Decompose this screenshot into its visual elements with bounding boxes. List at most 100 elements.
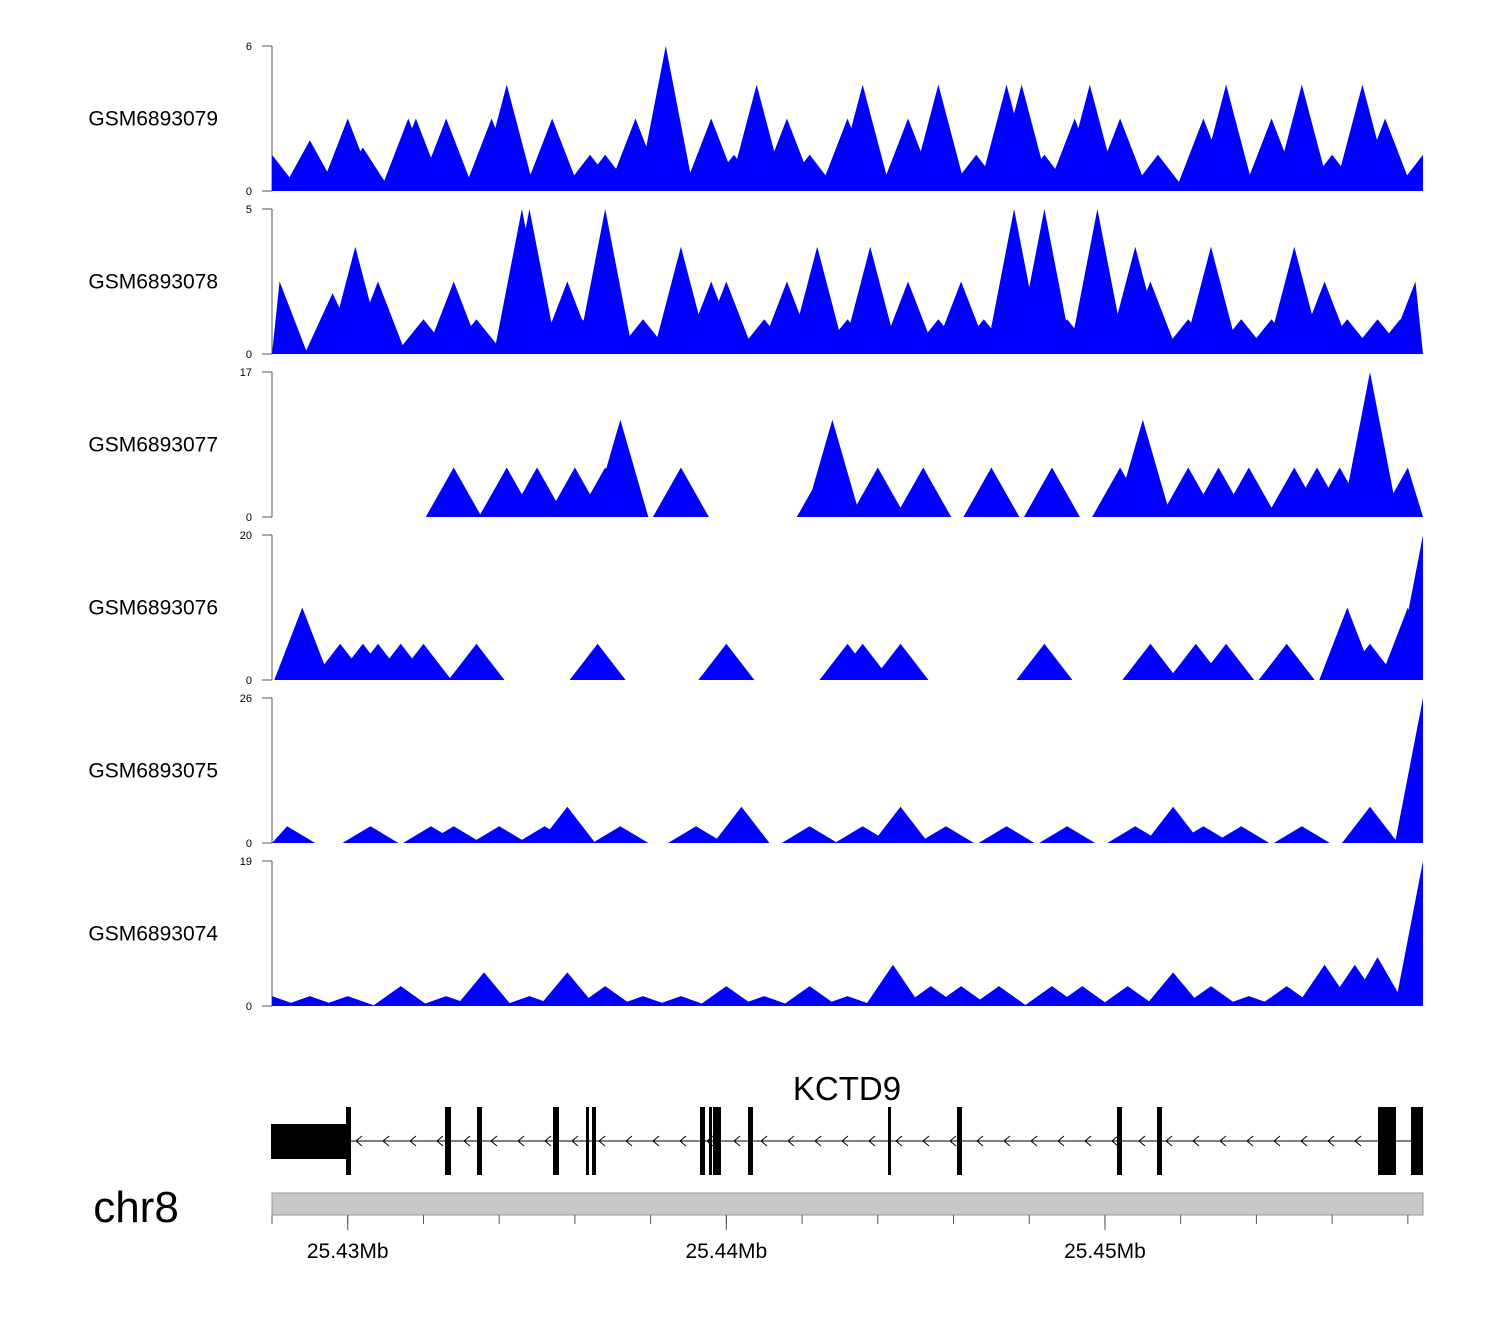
exon-block: [700, 1107, 705, 1175]
track-label: GSM6893077: [88, 434, 218, 457]
strand-arrow-icon: [760, 1135, 768, 1147]
strand-arrow-icon: [571, 1135, 579, 1147]
coverage-peak: [1395, 698, 1423, 843]
coverage-peak: [1069, 209, 1126, 354]
coverage-peak: [872, 643, 929, 680]
strand-arrow-icon: [436, 1135, 444, 1147]
coverage-peak: [1387, 281, 1423, 354]
exon-block: [888, 1107, 891, 1175]
strand-arrow-icon: [355, 1135, 363, 1147]
coverage-peak: [652, 467, 709, 517]
exon-block: [592, 1107, 596, 1175]
coverage-peak: [418, 118, 475, 191]
coverage-peak: [933, 986, 990, 1006]
coverage-peak: [539, 972, 596, 1006]
track-label: GSM6893076: [88, 597, 218, 620]
coverage-peak: [350, 281, 407, 354]
coverage-peak: [1145, 806, 1202, 843]
coverage-peak: [698, 281, 755, 354]
coverage-peak: [781, 986, 838, 1006]
coverage-peak: [1357, 118, 1414, 191]
coverage-peak: [539, 806, 596, 843]
coverage-peak: [637, 46, 694, 191]
strand-arrow-icon: [652, 1135, 660, 1147]
y-axis-max-label: 19: [240, 856, 252, 868]
coverage-peak: [1198, 84, 1255, 191]
coverage-peak: [592, 419, 649, 517]
strand-arrow-icon: [1273, 1135, 1281, 1147]
strand-arrow-icon: [814, 1135, 822, 1147]
coverage-track: 19 0 GSM6893074: [88, 856, 1423, 1013]
strand-arrow-icon: [1084, 1135, 1092, 1147]
strand-arrow-icon: [733, 1135, 741, 1147]
coverage-peak: [895, 467, 952, 517]
coverage-peak: [501, 209, 558, 354]
chromosome-bar: [271, 1192, 1424, 1216]
strand-arrow-icon: [1138, 1135, 1146, 1147]
coverage-peak: [577, 209, 634, 354]
coverage-peak: [1023, 467, 1080, 517]
coverage-peak: [456, 972, 513, 1006]
coverage-peak: [781, 826, 838, 843]
coverage-peak: [1273, 826, 1330, 843]
coverage-track: 5 0 GSM6893078: [88, 204, 1423, 361]
exon-block: [346, 1107, 351, 1175]
coverage-peak: [1220, 467, 1277, 517]
strand-arrow-icon: [1327, 1135, 1335, 1147]
gene-model: KCTD9: [271, 1070, 1423, 1175]
coverage-peak: [819, 996, 876, 1006]
coverage-peak: [274, 607, 331, 680]
strand-arrow-icon: [1111, 1135, 1119, 1147]
coverage-peak: [448, 643, 505, 680]
coverage-peak: [577, 986, 634, 1006]
coverage-peak: [864, 964, 921, 1006]
coverage-peak: [342, 826, 399, 843]
coverage-peak: [1122, 643, 1179, 680]
exon-block: [1411, 1107, 1418, 1175]
exon-block: [709, 1107, 712, 1175]
strand-arrow-icon: [463, 1135, 471, 1147]
axis-tick-label: 25.45Mb: [1064, 1240, 1146, 1263]
axis-tick-label: 25.44Mb: [685, 1240, 767, 1263]
coverage-peak: [569, 643, 626, 680]
strand-arrow-icon: [598, 1135, 606, 1147]
track-label: GSM6893079: [88, 108, 218, 131]
exon-block: [957, 1107, 962, 1175]
coverage-peak: [652, 996, 709, 1006]
strand-arrow-icon: [544, 1135, 552, 1147]
strand-arrow-icon: [517, 1135, 525, 1147]
coverage-peak: [615, 996, 672, 1006]
coverage-peak: [272, 281, 308, 354]
coverage-peak: [993, 84, 1050, 191]
strand-arrow-icon: [1003, 1135, 1011, 1147]
coverage-peak: [1379, 467, 1423, 517]
coverage-peak: [524, 118, 581, 191]
coverage-peak: [272, 826, 316, 843]
coverage-peak: [471, 826, 528, 843]
coverage-peak: [917, 826, 974, 843]
y-axis-min-label: 0: [246, 675, 252, 687]
coverage-peak: [698, 643, 755, 680]
coverage-peak: [834, 84, 891, 191]
coverage-track: 26 0 GSM6893075: [88, 693, 1423, 850]
strand-arrow-icon: [1219, 1135, 1227, 1147]
strand-arrow-icon: [895, 1135, 903, 1147]
track-label: GSM6893075: [88, 760, 218, 783]
coverage-track: 20 0 GSM6893076: [88, 530, 1423, 687]
coverage-peak: [970, 986, 1027, 1006]
coverage-peak: [1341, 806, 1398, 843]
y-axis-min-label: 0: [246, 838, 252, 850]
strand-arrow-icon: [1354, 1135, 1362, 1147]
exon-block: [1378, 1107, 1396, 1175]
coverage-peak: [789, 246, 846, 354]
y-axis-max-label: 5: [246, 204, 252, 216]
strand-arrow-icon: [625, 1135, 633, 1147]
coverage-peak: [1092, 118, 1149, 191]
coverage-peak: [395, 643, 452, 680]
coverage-peak: [1395, 154, 1423, 191]
coverage-peak: [1273, 84, 1330, 191]
strand-arrow-icon: [949, 1135, 957, 1147]
coverage-peak: [1341, 372, 1398, 517]
coverage-peak: [319, 996, 376, 1006]
